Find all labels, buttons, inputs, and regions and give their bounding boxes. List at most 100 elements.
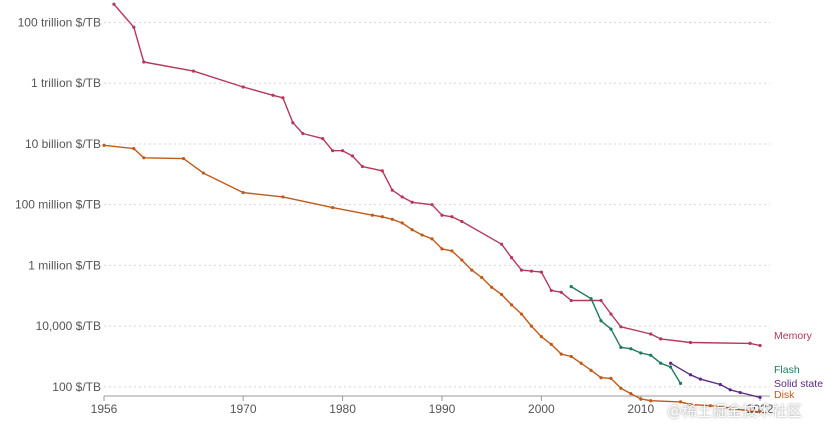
- data-point: [639, 397, 643, 401]
- series-solid-state: [668, 361, 762, 399]
- data-point: [758, 395, 762, 399]
- series-disk: [102, 143, 762, 414]
- data-point: [549, 288, 553, 293]
- data-point: [132, 147, 136, 151]
- x-tick-label: 2022: [747, 402, 774, 416]
- data-point: [271, 93, 275, 97]
- data-point: [191, 69, 196, 73]
- data-point: [579, 361, 583, 365]
- x-tick-label: 1980: [329, 402, 356, 416]
- data-point: [201, 171, 206, 175]
- data-point: [758, 343, 762, 348]
- data-point: [609, 376, 613, 380]
- data-point: [599, 319, 603, 323]
- data-point: [420, 233, 424, 237]
- data-point: [500, 242, 504, 246]
- series-line: [103, 144, 761, 413]
- series-line: [670, 362, 761, 399]
- data-point: [350, 154, 355, 158]
- data-point: [519, 312, 524, 316]
- data-point: [619, 386, 623, 390]
- y-tick-label: 10,000 $/TB: [36, 319, 101, 333]
- data-point: [738, 390, 742, 395]
- data-point: [460, 219, 464, 224]
- data-point: [629, 347, 633, 351]
- data-point: [529, 324, 534, 328]
- data-point: [400, 221, 404, 225]
- data-point: [410, 228, 414, 232]
- x-tick-label: 2000: [528, 402, 555, 416]
- data-point: [390, 188, 394, 192]
- data-point: [331, 149, 335, 153]
- series-flash: [569, 285, 683, 385]
- data-point: [470, 268, 474, 272]
- data-point: [301, 131, 305, 136]
- series-label: Flash: [774, 364, 800, 376]
- data-point: [559, 290, 563, 294]
- data-point: [659, 337, 663, 341]
- data-point: [331, 206, 335, 210]
- data-point: [549, 342, 553, 347]
- data-point: [460, 258, 464, 262]
- data-point: [181, 156, 186, 161]
- data-point: [649, 353, 653, 357]
- data-point: [132, 25, 136, 29]
- data-point: [430, 237, 434, 241]
- data-point: [619, 325, 623, 329]
- data-point: [321, 136, 325, 141]
- data-point: [112, 2, 116, 6]
- data-point: [688, 340, 693, 345]
- data-point: [440, 213, 444, 217]
- data-point: [609, 327, 613, 331]
- y-tick-label: 1 million $/TB: [28, 258, 101, 272]
- data-point: [102, 143, 106, 147]
- data-point: [509, 303, 514, 307]
- data-point: [340, 149, 345, 153]
- data-point: [668, 361, 673, 365]
- data-point: [609, 312, 613, 316]
- x-tick-label: 1990: [429, 402, 456, 416]
- data-point: [589, 368, 593, 372]
- series-label: Disk: [774, 389, 795, 401]
- data-point: [410, 200, 414, 204]
- data-point: [281, 96, 285, 100]
- y-tick-label: 100 trillion $/TB: [18, 15, 101, 29]
- series-lines: [102, 2, 762, 414]
- data-point: [748, 341, 752, 345]
- data-point: [142, 60, 146, 64]
- x-tick-label: 2010: [627, 402, 654, 416]
- data-point: [758, 410, 762, 414]
- y-tick-labels: 100 trillion $/TB 1 trillion $/TB 10 billi…: [15, 15, 101, 393]
- data-point: [668, 365, 673, 369]
- data-point: [688, 403, 693, 407]
- data-point: [559, 352, 563, 356]
- data-point: [639, 351, 643, 355]
- data-point: [430, 203, 434, 207]
- data-point: [500, 292, 504, 297]
- data-point: [370, 213, 374, 217]
- data-point: [569, 285, 573, 289]
- data-point: [599, 376, 603, 380]
- data-point: [281, 195, 285, 199]
- data-point: [390, 217, 394, 221]
- data-point: [490, 285, 494, 289]
- watermark-text: @稀土掘金技术社区: [667, 402, 803, 420]
- data-point: [678, 400, 683, 404]
- data-point: [728, 406, 732, 410]
- y-tick-label: 100 million $/TB: [15, 198, 101, 212]
- data-point: [380, 169, 384, 173]
- data-point: [649, 332, 653, 336]
- data-point: [360, 164, 365, 169]
- y-tick-label: 10 billion $/TB: [25, 137, 101, 151]
- data-point: [400, 195, 404, 199]
- data-point: [529, 269, 534, 273]
- x-tick-label: 1970: [230, 402, 257, 416]
- data-point: [450, 215, 454, 219]
- data-point: [380, 215, 384, 219]
- series-memory: [112, 2, 762, 348]
- x-tick-labels: 1956 1970 1980 1990 2000 2010 2022: [91, 402, 774, 416]
- data-point: [519, 268, 524, 272]
- data-point: [241, 190, 245, 195]
